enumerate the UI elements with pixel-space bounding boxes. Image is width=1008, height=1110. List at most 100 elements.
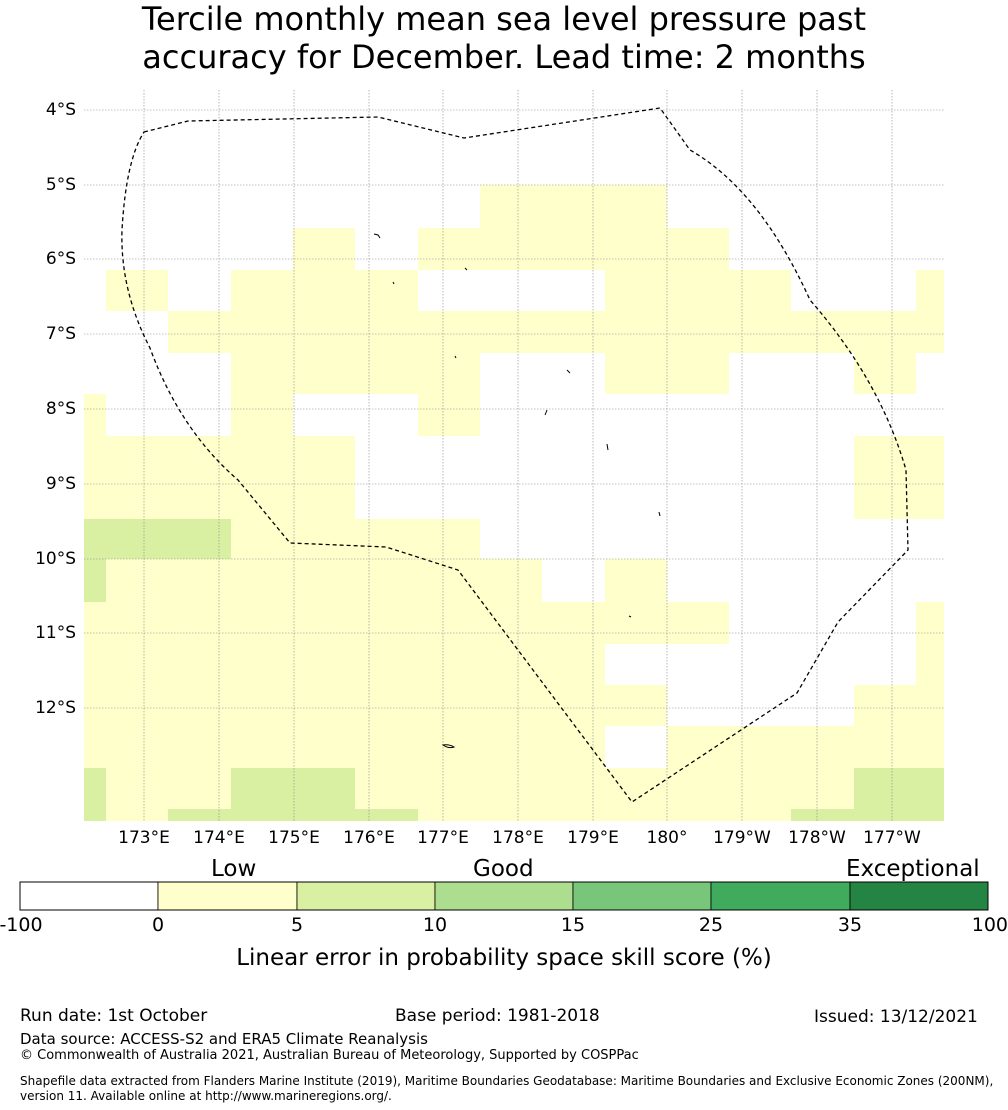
lon-label-174e: 174°E xyxy=(193,828,245,848)
colorbar-segment xyxy=(849,881,989,911)
colorbar xyxy=(19,881,989,911)
skill-cell xyxy=(106,809,168,821)
colorbar-tick-0: 0 xyxy=(151,914,165,936)
skill-cell xyxy=(231,270,418,311)
category-label-exceptional: Exceptional xyxy=(846,856,980,882)
skill-cell xyxy=(84,768,106,821)
lon-label-177w: 177°W xyxy=(863,828,921,848)
title-line-2: accuracy for December. Lead time: 2 mont… xyxy=(142,38,866,76)
island xyxy=(464,267,468,271)
skill-cell xyxy=(231,394,293,436)
lat-label-12s: 12°S xyxy=(35,698,76,718)
category-label-good: Good xyxy=(473,856,534,882)
island xyxy=(454,355,457,359)
colorbar-tick-15: 15 xyxy=(560,914,586,936)
skill-cell xyxy=(791,809,854,821)
graticule xyxy=(84,90,944,821)
skill-cell xyxy=(231,353,480,394)
lon-label-179e: 179°E xyxy=(567,828,619,848)
skill-cell xyxy=(106,768,231,809)
skill-cell xyxy=(418,809,791,821)
island xyxy=(373,233,381,239)
skill-cell xyxy=(854,685,944,726)
data-source: Data source: ACCESS-S2 and ERA5 Climate … xyxy=(20,1030,428,1048)
lat-label-4s: 4°S xyxy=(45,100,76,120)
skill-cell xyxy=(916,270,944,311)
skill-cell xyxy=(84,519,231,559)
island xyxy=(441,744,456,749)
skill-cell xyxy=(605,270,791,311)
island xyxy=(544,409,548,416)
colorbar-segment xyxy=(710,881,851,911)
skill-cell xyxy=(667,726,944,768)
colorbar-segment xyxy=(434,881,574,911)
colorbar-tick-25: 25 xyxy=(698,914,724,936)
skill-cell xyxy=(667,228,729,270)
island xyxy=(658,511,661,517)
lon-label-173e: 173°E xyxy=(118,828,170,848)
lat-label-10s: 10°S xyxy=(35,549,76,569)
skill-cell xyxy=(916,602,944,644)
skill-cell xyxy=(84,436,355,519)
skill-cell xyxy=(418,228,667,270)
skill-cell xyxy=(231,768,355,809)
colorbar-tick-minus100: -100 xyxy=(0,914,43,936)
skill-cell xyxy=(84,602,106,768)
colorbar-segment xyxy=(19,881,159,911)
title-line-1: Tercile monthly mean sea level pressure … xyxy=(141,0,867,38)
island xyxy=(392,281,395,285)
colorbar-tick-5: 5 xyxy=(290,914,304,936)
island xyxy=(628,615,632,618)
skill-cell xyxy=(84,559,106,602)
skill-cell xyxy=(480,185,667,228)
skill-cell xyxy=(355,809,418,821)
shapefile-credit-1: Shapefile data extracted from Flanders M… xyxy=(20,1074,994,1088)
skill-cell xyxy=(854,353,916,394)
skill-cell xyxy=(106,270,168,311)
colorbar-frame xyxy=(19,881,989,911)
copyright: © Commonwealth of Australia 2021, Austra… xyxy=(20,1048,639,1063)
lon-label-175e: 175°E xyxy=(268,828,320,848)
skill-cell xyxy=(106,602,729,644)
issued-date: Issued: 13/12/2021 xyxy=(814,1007,978,1027)
run-date: Run date: 1st October xyxy=(20,1006,208,1026)
skill-cell xyxy=(106,726,605,768)
skill-cell xyxy=(84,394,106,436)
skill-cell xyxy=(854,436,944,519)
skill-map xyxy=(84,90,944,821)
lat-label-8s: 8°S xyxy=(45,399,76,419)
skill-cell xyxy=(106,644,605,685)
category-label-low: Low xyxy=(211,856,257,882)
lon-label-178w: 178°W xyxy=(788,828,846,848)
island xyxy=(606,443,609,451)
skill-cell xyxy=(106,559,542,602)
skill-cell xyxy=(355,768,854,809)
map-title: Tercile monthly mean sea level pressure … xyxy=(0,0,1008,76)
colorbar-segment xyxy=(572,881,712,911)
skill-cell xyxy=(293,228,355,270)
lat-label-6s: 6°S xyxy=(45,249,76,269)
colorbar-segments xyxy=(19,881,989,911)
lat-label-7s: 7°S xyxy=(45,324,76,344)
lat-label-9s: 9°S xyxy=(45,474,76,494)
colorbar-tick-10: 10 xyxy=(422,914,448,936)
skill-cell xyxy=(605,559,667,602)
lon-label-176e: 176°E xyxy=(343,828,395,848)
lat-label-5s: 5°S xyxy=(45,175,76,195)
lon-label-177e: 177°E xyxy=(417,828,469,848)
skill-cell xyxy=(168,809,355,821)
colorbar-segment xyxy=(296,881,436,911)
island xyxy=(566,369,571,374)
lat-label-11s: 11°S xyxy=(35,623,76,643)
skill-cells xyxy=(84,185,944,821)
islands xyxy=(373,233,661,749)
shapefile-credit-2: version 11. Available online at http://w… xyxy=(20,1089,392,1103)
base-period: Base period: 1981-2018 xyxy=(395,1006,600,1026)
skill-cell xyxy=(854,768,944,821)
lon-label-179w: 179°W xyxy=(713,828,771,848)
lon-label-178e: 178°E xyxy=(492,828,544,848)
colorbar-tick-100: 100 xyxy=(971,914,1008,936)
colorbar-tick-35: 35 xyxy=(837,914,863,936)
skill-cell xyxy=(168,311,944,353)
skill-cell xyxy=(106,685,667,726)
